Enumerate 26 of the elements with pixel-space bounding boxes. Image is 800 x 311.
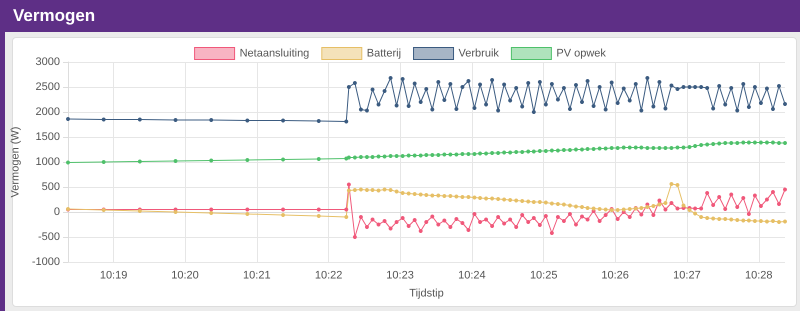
y-tick-label: 1000 bbox=[36, 156, 60, 168]
y-tick-label: 500 bbox=[42, 181, 60, 193]
legend-label: Verbruik bbox=[458, 48, 500, 60]
y-tick-label: 2500 bbox=[36, 81, 60, 93]
x-tick-label: 10:23 bbox=[386, 270, 414, 282]
y-tick-label: 0 bbox=[54, 206, 60, 218]
y-tick-label: -1000 bbox=[32, 256, 60, 268]
x-tick-label: 10:24 bbox=[458, 270, 486, 282]
x-axis-title: Tijdstip bbox=[409, 288, 444, 300]
chart-title: Vermogen bbox=[5, 0, 800, 32]
y-tick-label: -500 bbox=[38, 231, 60, 243]
x-tick-label: 10:21 bbox=[243, 270, 271, 282]
y-axis-title: Vermogen (W) bbox=[9, 126, 22, 198]
y-tick-label: 3000 bbox=[36, 56, 60, 68]
legend-label: Netaansluiting bbox=[240, 48, 310, 60]
x-tick-label: 10:22 bbox=[314, 270, 342, 282]
x-tick-label: 10:19 bbox=[100, 270, 128, 282]
legend-label: Batterij bbox=[366, 48, 402, 60]
x-tick-label: 10:28 bbox=[744, 270, 773, 282]
x-tick-label: 10:26 bbox=[601, 270, 629, 282]
y-tick-label: 2000 bbox=[36, 106, 60, 118]
x-tick-label: 10:20 bbox=[171, 270, 199, 282]
legend-label: PV opwek bbox=[556, 48, 606, 60]
x-tick-label: 10:27 bbox=[673, 270, 701, 282]
y-tick-label: 1500 bbox=[36, 131, 60, 143]
x-tick-label: 10:25 bbox=[530, 270, 558, 282]
